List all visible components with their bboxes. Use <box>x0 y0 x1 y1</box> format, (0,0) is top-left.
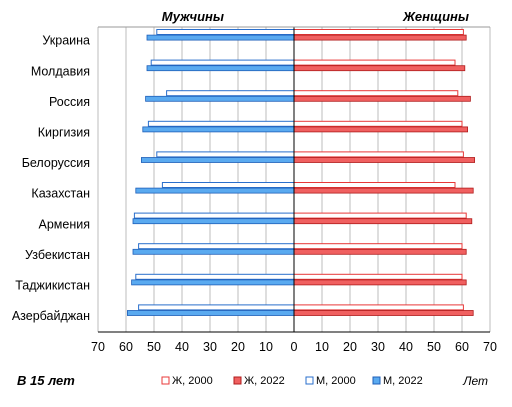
bar-Ж-2022-2 <box>293 95 471 102</box>
bar-М-2022-4 <box>140 157 295 163</box>
bar-Ж-2022-7 <box>293 248 467 255</box>
bar-М-2000-2 <box>166 90 295 97</box>
category-label: Узбекистан <box>25 248 90 262</box>
bar-Ж-2000-7 <box>293 243 463 250</box>
bar-М-2000-7 <box>138 243 295 250</box>
tick-labels: 70 60 50 40 30 20 10 0 10 20 30 40 50 60 70 <box>91 340 497 354</box>
category-label: Азербайджан <box>12 309 90 323</box>
corner-note: В 15 лет <box>17 373 75 388</box>
bar-М-2022-8 <box>131 279 295 286</box>
bar-Ж-2000-6 <box>293 212 467 219</box>
bar-М-2000-3 <box>147 120 295 127</box>
bar-Ж-2022-9 <box>293 310 474 316</box>
bar-М-2022-7 <box>132 248 295 255</box>
legend-swatch <box>372 376 381 385</box>
bar-Ж-2022-3 <box>293 126 469 133</box>
x-tick-label: 20 <box>231 340 245 354</box>
bar-Ж-2022-8 <box>293 279 467 286</box>
unit-label: Лет <box>462 374 488 388</box>
bar-Ж-2022-6 <box>293 218 473 225</box>
category-label: Армения <box>39 217 91 231</box>
x-tick-label: 40 <box>399 340 413 354</box>
bar-Ж-2022-0 <box>293 34 467 41</box>
bar-Ж-2022-5 <box>293 187 474 194</box>
legend-swatch <box>161 376 170 385</box>
bar-Ж-2000-3 <box>293 120 463 127</box>
bar-М-2000-8 <box>135 273 295 280</box>
bar-Ж-2000-5 <box>293 182 456 188</box>
x-tick-label: 20 <box>343 340 357 354</box>
category-label: Украина <box>42 34 90 48</box>
category-label: Казахстан <box>31 187 90 201</box>
x-tick-label: 0 <box>291 340 298 354</box>
legend: Ж, 2000 Ж, 2022 М, 2000 М, 2022 <box>161 375 423 387</box>
bar-Ж-2000-0 <box>293 29 464 35</box>
bar-М-2000-1 <box>150 59 295 66</box>
bar-Ж-2022-1 <box>293 65 466 72</box>
bar-Ж-2000-1 <box>293 59 456 66</box>
x-tick-label: 10 <box>259 340 273 354</box>
bar-Ж-2000-4 <box>293 151 464 158</box>
left-title: Мужчины <box>162 9 224 24</box>
category-label: Белоруссия <box>22 156 90 170</box>
x-tick-label: 40 <box>175 340 189 354</box>
x-tick-label: 70 <box>483 340 497 354</box>
bar-М-2000-5 <box>161 182 295 188</box>
x-tick-label: 50 <box>147 340 161 354</box>
x-tick-label: 50 <box>427 340 441 354</box>
legend-label: М, 2000 <box>316 375 356 387</box>
legend-label: Ж, 2022 <box>244 375 285 387</box>
category-label: Киргизия <box>38 126 90 140</box>
bar-М-2000-6 <box>133 212 295 219</box>
bar-М-2000-9 <box>138 304 295 311</box>
bar-М-2022-5 <box>135 187 295 194</box>
legend-label: М, 2022 <box>383 375 423 387</box>
bar-Ж-2022-4 <box>293 157 476 163</box>
x-tick-label: 60 <box>119 340 133 354</box>
legend-swatch <box>305 376 314 385</box>
bar-М-2022-0 <box>146 34 295 41</box>
legend-label: Ж, 2000 <box>172 375 213 387</box>
x-tick-label: 60 <box>455 340 469 354</box>
bar-Ж-2000-8 <box>293 273 463 280</box>
category-label: Таджикистан <box>15 279 90 293</box>
bar-М-2022-2 <box>145 95 295 102</box>
right-title: Женщины <box>402 9 469 24</box>
category-label: Молдавия <box>31 64 90 78</box>
bar-М-2022-1 <box>146 65 295 72</box>
legend-swatch <box>233 376 242 385</box>
bar-Ж-2000-2 <box>293 90 459 97</box>
x-tick-label: 30 <box>371 340 385 354</box>
axes <box>98 26 490 333</box>
bar-М-2022-6 <box>132 218 295 225</box>
bar-М-2000-4 <box>156 151 295 158</box>
bar-М-2022-9 <box>127 310 295 316</box>
category-labels: Украина Молдавия Россия Киргизия Белоруссия К… <box>12 34 90 323</box>
x-tick-label: 10 <box>315 340 329 354</box>
category-label: Россия <box>49 95 90 109</box>
x-tick-label: 70 <box>91 340 105 354</box>
bar-М-2022-3 <box>142 126 295 133</box>
bar-М-2000-0 <box>156 29 295 35</box>
bar-Ж-2000-9 <box>293 304 464 311</box>
x-tick-label: 30 <box>203 340 217 354</box>
